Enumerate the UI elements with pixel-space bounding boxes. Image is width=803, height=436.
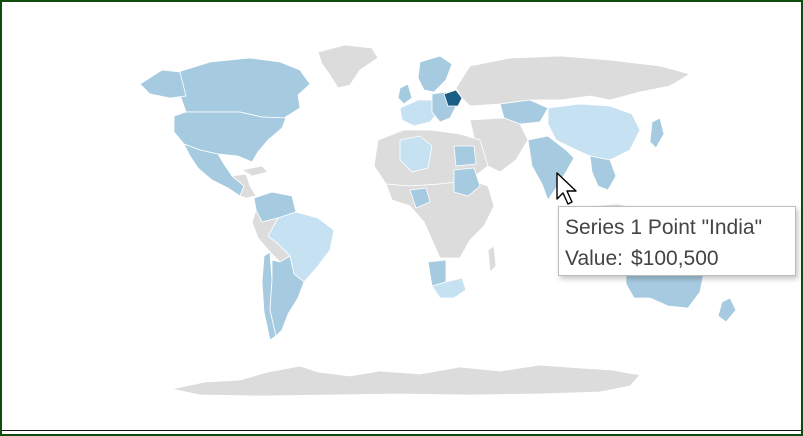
region-antarctica[interactable] — [171, 364, 641, 397]
region-madagascar[interactable] — [487, 245, 497, 273]
data-tooltip: Series 1 Point "India" Value: $100,500 — [558, 206, 796, 276]
tooltip-value-label: Value: — [565, 247, 623, 270]
region-nigeria[interactable] — [409, 187, 431, 209]
region-southeast-asia[interactable] — [589, 155, 617, 191]
region-scandinavia[interactable] — [417, 55, 453, 93]
region-alaska[interactable] — [139, 69, 187, 99]
region-uk[interactable] — [397, 83, 413, 105]
region-cuba[interactable] — [240, 165, 269, 177]
region-belarus[interactable] — [443, 89, 463, 107]
region-central-africa[interactable] — [385, 179, 495, 259]
region-central-america[interactable] — [231, 173, 257, 199]
tooltip-title: Series 1 Point "India" — [565, 216, 763, 239]
arrow-pointer-icon — [556, 172, 577, 205]
region-sudan[interactable] — [453, 167, 481, 197]
tooltip-value: $100,500 — [631, 247, 719, 270]
region-japan[interactable] — [649, 117, 665, 149]
region-canada[interactable] — [177, 57, 311, 119]
region-algeria[interactable] — [399, 135, 433, 173]
tooltip-value-row: Value: $100,500 — [565, 243, 795, 274]
region-greenland[interactable] — [317, 44, 379, 89]
region-new-zealand[interactable] — [717, 297, 737, 323]
bottom-rule — [2, 430, 801, 431]
region-namibia[interactable] — [427, 259, 447, 287]
region-argentina[interactable] — [269, 255, 305, 337]
region-china[interactable] — [547, 103, 641, 161]
region-south-africa[interactable] — [431, 277, 467, 299]
region-russia[interactable] — [455, 55, 692, 107]
region-egypt[interactable] — [453, 145, 477, 167]
